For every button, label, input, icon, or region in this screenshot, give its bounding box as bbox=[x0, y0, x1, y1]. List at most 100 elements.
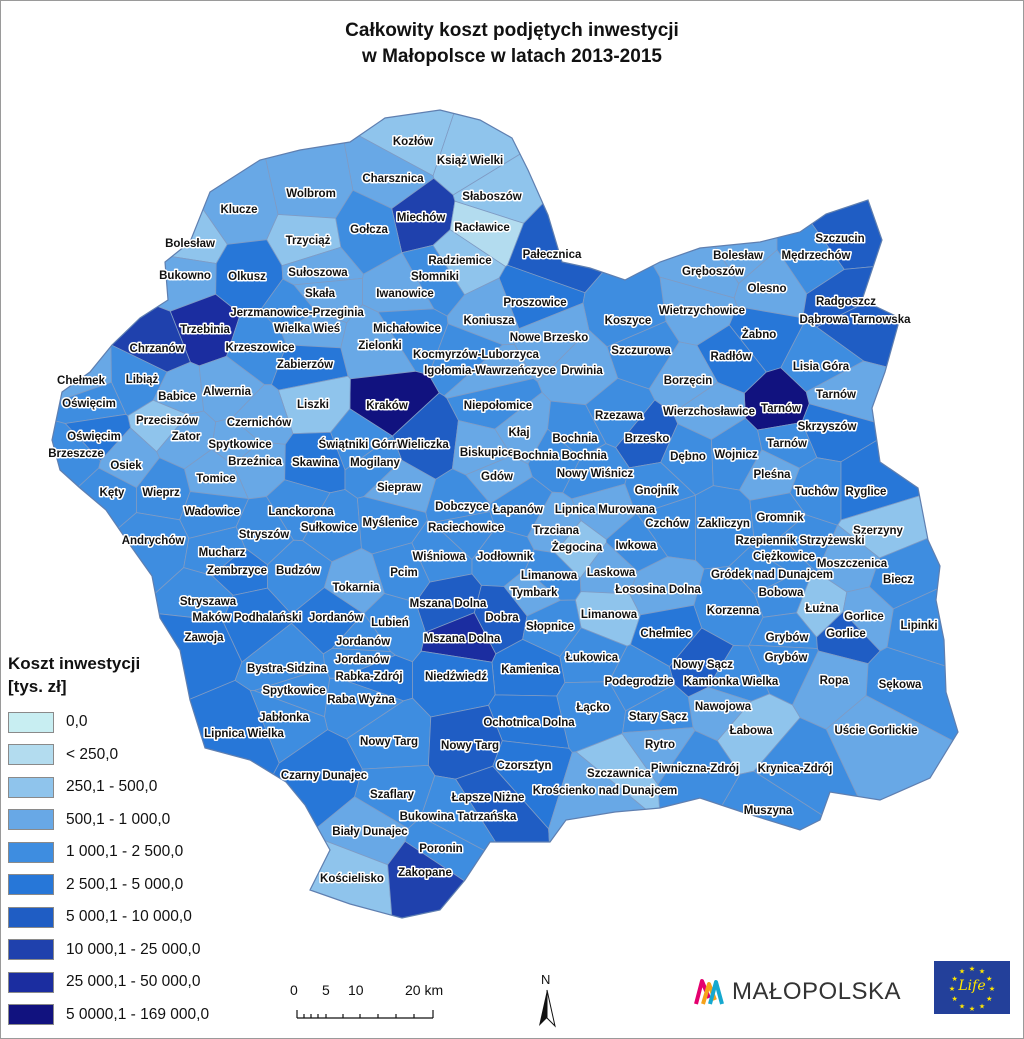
municipality-label: Miechów bbox=[397, 212, 446, 224]
municipality-label: Tuchów bbox=[795, 486, 838, 498]
municipality-label: Myślenice bbox=[363, 517, 418, 529]
municipality-label: Pcim bbox=[390, 567, 418, 579]
eu-life-text: Life bbox=[958, 978, 986, 994]
municipality-label: Borzęcin bbox=[664, 375, 713, 387]
legend-label: 2 500,1 - 5 000,0 bbox=[66, 875, 184, 893]
eu-star-icon: ★ bbox=[959, 1002, 965, 1010]
municipality-label: Michałowice bbox=[373, 323, 441, 335]
municipality-area bbox=[432, 110, 643, 196]
municipality-label: Ryglice bbox=[846, 486, 887, 498]
municipality-label: Krzeszowice bbox=[225, 342, 294, 354]
municipality-label: Igołomia-Wawrzeńczyce bbox=[424, 365, 556, 377]
eu-star-icon: ★ bbox=[986, 995, 992, 1003]
scale-tick-20: 20 km bbox=[405, 982, 444, 998]
municipality-label: Andrychów bbox=[122, 535, 185, 547]
legend-label: 10 000,1 - 25 000,0 bbox=[66, 940, 201, 958]
eu-star-icon: ★ bbox=[979, 968, 985, 976]
municipality-label: Łukowica bbox=[566, 652, 619, 664]
municipality-label: Chełmiec bbox=[640, 628, 692, 640]
legend-title: Koszt inwestycji [tys. zł] bbox=[8, 652, 248, 698]
municipality-label: Żegocina bbox=[552, 541, 603, 554]
municipality-label: Oświęcim bbox=[62, 398, 116, 410]
municipality-label: Szczucin bbox=[815, 233, 864, 245]
municipality-label: Wojnicz bbox=[714, 449, 757, 461]
municipality-label: Iwanowice bbox=[376, 288, 434, 300]
municipality-label: Nowy Sącz bbox=[673, 659, 733, 671]
municipality-label: Brzeszcze bbox=[48, 448, 104, 460]
municipality-label: Krynica-Zdrój bbox=[758, 763, 833, 775]
municipality-label: Lipinki bbox=[900, 620, 937, 632]
municipality-label: Szaflary bbox=[370, 789, 415, 801]
eu-star-icon: ★ bbox=[959, 968, 965, 976]
municipality-label: Gorlice bbox=[826, 628, 866, 640]
municipality-label: Muszyna bbox=[744, 805, 793, 817]
municipality-label: Lipnica Murowana bbox=[555, 504, 656, 516]
municipality-label: Korzenna bbox=[707, 605, 760, 617]
municipality-label: Ochotnica Dolna bbox=[483, 717, 575, 729]
north-label: N bbox=[541, 972, 551, 987]
municipality-label: Słaboszów bbox=[462, 191, 521, 203]
eu-star-icon: ★ bbox=[979, 1002, 985, 1010]
map-title-line-1: Całkowity koszt podjętych inwestycji bbox=[345, 20, 679, 41]
legend-swatch bbox=[8, 744, 54, 766]
municipality-label: Moszczenica bbox=[817, 558, 888, 570]
municipality-label: Wiśniowa bbox=[413, 551, 467, 563]
municipality-label: Szerzyny bbox=[853, 525, 903, 537]
malopolska-m-icon bbox=[694, 979, 724, 1005]
scale-bar-ruler bbox=[296, 1010, 434, 1019]
municipality-label: Trzciana bbox=[533, 525, 580, 537]
municipality-label: Stryszawa bbox=[180, 596, 237, 608]
municipality-label: Świątniki Górne bbox=[319, 438, 406, 451]
municipality-label: Czorsztyn bbox=[497, 760, 552, 772]
legend-swatch bbox=[8, 711, 54, 733]
municipality-label: Chełmek bbox=[57, 375, 106, 387]
municipality-label: Trzyciąż bbox=[286, 235, 331, 247]
legend-swatch bbox=[8, 841, 54, 863]
municipality-label: Nowy Targ bbox=[441, 740, 499, 752]
legend-label: 25 000,1 - 50 000,0 bbox=[66, 973, 201, 991]
legend-item: 1 000,1 - 2 500,0 bbox=[8, 836, 248, 869]
eu-star-icon: ★ bbox=[969, 965, 975, 973]
municipality-label: Tarnów bbox=[767, 438, 807, 450]
legend-label: 5 0000,1 - 169 000,0 bbox=[66, 1005, 210, 1023]
municipality-label: Proszowice bbox=[503, 297, 566, 309]
map-title-line-2: w Małopolsce w latach 2013-2015 bbox=[362, 46, 662, 67]
municipality-label: Gdów bbox=[481, 471, 513, 483]
municipality-label: Rabka-Zdrój bbox=[335, 671, 402, 683]
municipality-label: Tokarnia bbox=[332, 582, 380, 594]
legend-swatch bbox=[8, 776, 54, 798]
municipality-label: Piwniczna-Zdrój bbox=[651, 763, 739, 775]
municipality-label: Jordanów bbox=[335, 654, 389, 666]
municipality-label: Przeciszów bbox=[136, 415, 198, 427]
municipality-label: Jordanów bbox=[336, 636, 390, 648]
municipality-label: Ciężkowice bbox=[753, 551, 815, 563]
municipality-label: Książ Wielki bbox=[437, 155, 503, 167]
eu-star-icon: ★ bbox=[986, 975, 992, 983]
legend-swatch bbox=[8, 809, 54, 831]
municipality-label: Sękowa bbox=[879, 679, 922, 691]
scale-bar: 0 5 10 20 km bbox=[290, 982, 450, 1022]
municipality-label: Czernichów bbox=[227, 417, 292, 429]
legend-label: 500,1 - 1 000,0 bbox=[66, 810, 171, 828]
municipality-label: Krościenko nad Dunajcem bbox=[533, 785, 677, 797]
municipality-label: Mucharz bbox=[199, 547, 246, 559]
scale-tick-10: 10 bbox=[348, 982, 364, 998]
municipality-label: Nowe Brzesko bbox=[510, 332, 589, 344]
municipality-label: Olesno bbox=[748, 283, 787, 295]
municipality-label: Kozłów bbox=[393, 136, 433, 148]
municipality-label: Zakliczyn bbox=[698, 518, 750, 530]
municipality-label: Szczawnica bbox=[587, 768, 652, 780]
municipality-label: Uście Gorlickie bbox=[834, 725, 917, 737]
municipality-label: Lipnica Wielka bbox=[204, 728, 284, 740]
municipality-label: Dębno bbox=[670, 451, 706, 463]
municipality-label: Biecz bbox=[883, 574, 913, 586]
municipality-label: Wierzchosławice bbox=[663, 406, 755, 418]
municipality-label: Lisia Góra bbox=[793, 361, 850, 373]
legend-swatch bbox=[8, 971, 54, 993]
eu-star-icon: ★ bbox=[949, 985, 955, 993]
municipality-label: Wietrzychowice bbox=[659, 305, 745, 317]
eu-star-icon: ★ bbox=[952, 995, 958, 1003]
municipality-label: Kraków bbox=[366, 400, 408, 412]
municipality-label: Stary Sącz bbox=[629, 711, 687, 723]
eu-life-logo: ★ ★ ★ ★ ★ ★ ★ ★ ★ ★ ★ ★ Life bbox=[934, 961, 1010, 1014]
